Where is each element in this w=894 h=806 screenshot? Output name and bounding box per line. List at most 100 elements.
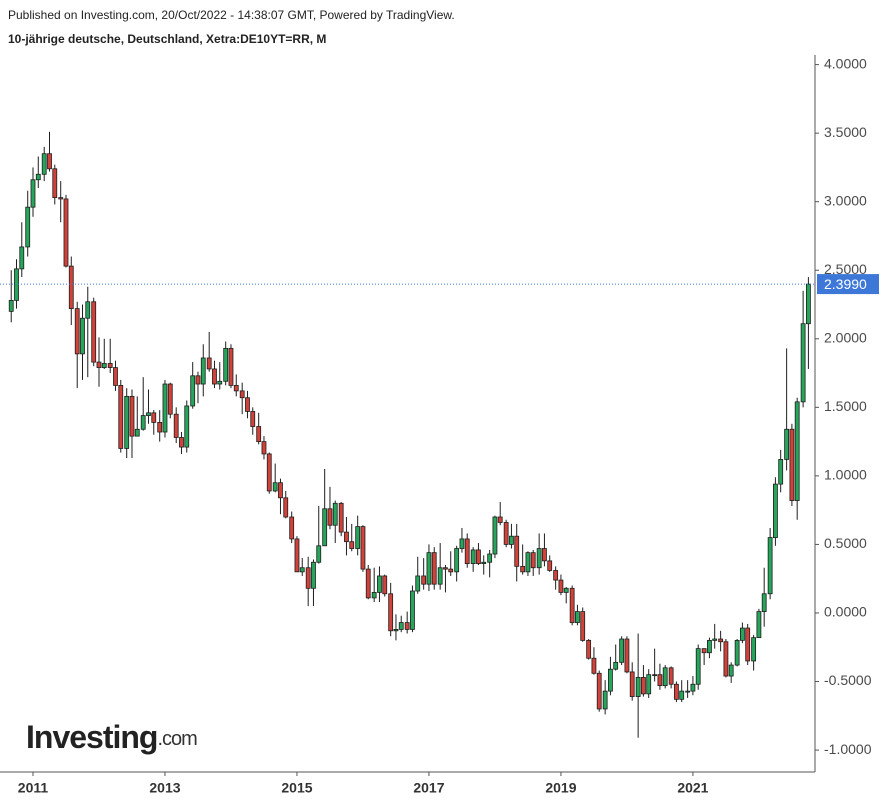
logo-brand-text: Investing <box>26 719 157 755</box>
candle-body <box>503 522 509 545</box>
candle-body <box>299 567 305 573</box>
candle-body <box>8 299 14 312</box>
candle-body <box>410 590 415 630</box>
y-tick-label: 0.5000 <box>824 535 867 551</box>
candle-body <box>470 549 476 565</box>
candle-body <box>195 375 201 385</box>
y-tick-label: 1.5000 <box>824 398 867 414</box>
candle-body <box>14 268 19 301</box>
candle-body <box>553 570 559 581</box>
candle-body <box>635 677 641 697</box>
chart-title: 10-jährige deutsche, Deutschland, Xetra:… <box>8 32 326 46</box>
y-tick-label: 3.5000 <box>824 124 867 140</box>
candle-body <box>217 380 223 385</box>
candle-body <box>360 526 366 570</box>
y-tick-label: 2.5000 <box>824 261 867 277</box>
logo-suffix: .com <box>157 728 197 750</box>
candle-body <box>365 568 371 599</box>
candle-body <box>96 361 102 368</box>
candle-body <box>459 538 465 549</box>
candle-body <box>701 648 707 654</box>
candle-body <box>695 648 701 685</box>
candle-body <box>674 683 679 700</box>
candle-body <box>580 611 586 641</box>
candle-body <box>140 415 146 430</box>
x-tick-label: 2017 <box>413 780 444 796</box>
candle-body <box>415 575 421 592</box>
subtitle: Published on Investing.com, 20/Oct/2022 … <box>8 8 455 22</box>
candle-body <box>794 401 800 501</box>
candle-body <box>393 629 399 632</box>
candle-body <box>63 198 69 267</box>
candle-body <box>162 383 168 433</box>
candle-body <box>316 545 322 563</box>
candle-body <box>431 552 437 585</box>
y-tick-label: -0.5000 <box>824 672 872 688</box>
candle-body <box>129 395 135 437</box>
candle-body <box>91 301 97 363</box>
candle-body <box>421 575 427 585</box>
candle-body <box>641 677 646 695</box>
candle-body <box>542 548 547 562</box>
candle-body <box>30 179 36 208</box>
candle-body <box>74 308 80 355</box>
candle-body <box>167 383 173 415</box>
candle-body <box>261 441 267 455</box>
candle-body <box>206 357 212 370</box>
logo-brand: Investing.com <box>26 719 197 755</box>
candle-body <box>151 412 157 423</box>
candle-body <box>157 422 163 433</box>
candle-body <box>569 587 575 623</box>
candle-body <box>575 611 580 623</box>
candle-body <box>608 668 613 692</box>
candle-body <box>322 508 328 547</box>
candle-body <box>690 683 696 692</box>
last-price-label: 2.3990 <box>824 276 867 292</box>
candle-body <box>107 363 113 368</box>
candle-body <box>289 516 295 540</box>
candle-body <box>728 664 734 677</box>
candle-body <box>382 575 388 595</box>
candle-body <box>487 553 493 563</box>
candle-body <box>338 502 344 533</box>
candle-body <box>41 153 47 175</box>
candle-body <box>476 549 481 565</box>
x-tick-label: 2015 <box>281 780 312 796</box>
candle-body <box>437 567 443 585</box>
x-tick-label: 2019 <box>545 780 576 796</box>
candle-body <box>761 593 767 613</box>
candle-body <box>563 587 569 593</box>
candle-body <box>233 384 239 392</box>
candle-body <box>586 639 592 659</box>
candle-body <box>646 674 652 695</box>
candle-body <box>190 375 196 407</box>
candle-body <box>662 667 668 687</box>
candle-body <box>789 428 795 501</box>
candle-body <box>613 661 619 670</box>
candle-body <box>344 531 349 543</box>
candle-body <box>35 173 41 181</box>
candle-body <box>245 397 250 412</box>
candle-body <box>124 395 130 449</box>
candle-body <box>349 541 355 549</box>
candle-body <box>723 641 729 677</box>
candle-body <box>497 516 503 523</box>
candle-body <box>536 548 542 569</box>
candle-body <box>228 347 234 386</box>
candle-body <box>806 283 811 325</box>
candle-body <box>332 502 338 526</box>
candle-body <box>778 459 784 485</box>
candle-body <box>355 526 361 549</box>
y-tick-label: -1.0000 <box>824 741 872 757</box>
y-tick-label: 4.0000 <box>824 55 867 71</box>
candle-body <box>525 552 531 573</box>
candle-body <box>179 437 184 448</box>
candle-body <box>773 483 778 538</box>
candle-body <box>602 690 608 710</box>
candle-body <box>250 411 256 427</box>
candle-body <box>85 301 91 319</box>
candle-body <box>520 565 526 573</box>
candle-body <box>212 368 217 385</box>
